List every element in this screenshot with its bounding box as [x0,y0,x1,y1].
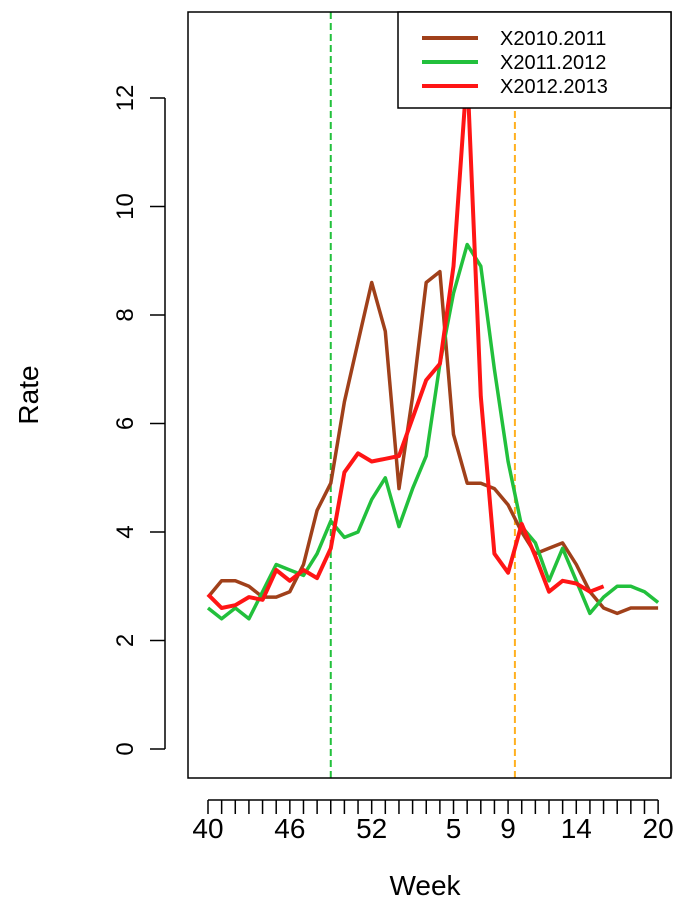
y-axis-label: Rate [13,365,44,424]
x-tick-label: 40 [192,813,223,844]
series-line-x2012-2013 [206,68,605,610]
y-tick-label: 6 [112,417,139,430]
plot-lines [206,12,660,778]
legend-label: X2010.2011 [500,28,606,50]
x-tick-label: 52 [356,813,387,844]
legend-item: X2011.2012 [422,52,606,74]
legend-label: X2011.2012 [500,52,606,74]
y-tick-label: 0 [112,742,139,755]
series-line-x2010-2011 [206,269,659,616]
y-tick-label: 10 [112,193,139,220]
legend-item: X2012.2013 [422,76,608,98]
x-tick-label: 46 [274,813,305,844]
x-tick-label: 20 [643,813,674,844]
x-tick-label: 5 [446,813,462,844]
x-axis: 40 46 52 5 9 14 20 [192,799,674,844]
series-line-x2011-2012 [206,242,660,621]
y-tick-label: 8 [112,308,139,321]
legend-label: X2012.2013 [500,76,608,98]
x-tick-label: 14 [561,813,592,844]
plot-frame [187,11,672,779]
legend-item: X2010.2011 [422,28,606,50]
y-axis: 0 2 4 6 8 10 12 [112,85,166,756]
x-axis-label: Week [389,870,461,901]
x-tick-label: 9 [500,813,516,844]
y-tick-label: 2 [112,634,139,647]
y-tick-label: 4 [112,525,139,538]
y-tick-label: 12 [112,85,139,112]
